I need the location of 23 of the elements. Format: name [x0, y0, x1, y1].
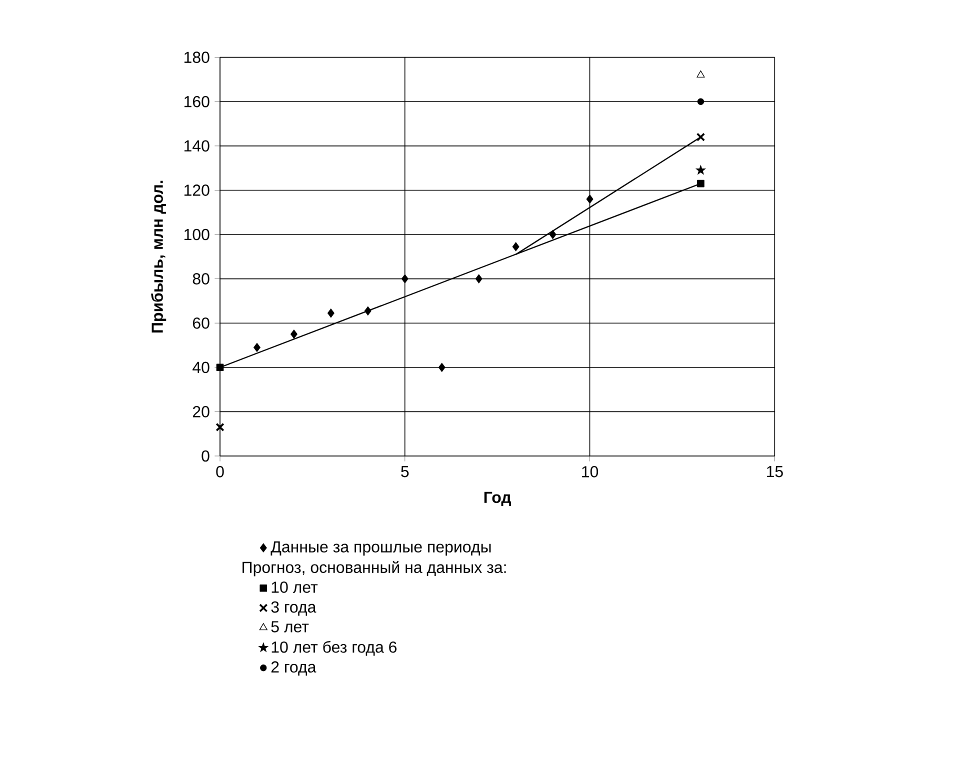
y-tick-label: 20: [192, 406, 210, 418]
y-tick-label: 60: [192, 317, 210, 329]
legend-label: 5 лет: [271, 621, 309, 632]
legend-label: 2 года: [271, 661, 316, 676]
x-tick-label: 15: [766, 466, 783, 478]
y-tick-label: 100: [184, 228, 210, 240]
y-tick-label: 40: [192, 362, 210, 374]
legend-label: 10 лет без года 6: [272, 640, 397, 656]
y-tick-label: 140: [184, 140, 210, 152]
legend-label: 3 года: [271, 601, 316, 616]
y-tick-label: 160: [184, 96, 210, 108]
y-tick-label: 120: [184, 184, 210, 196]
x-axis-title: Год: [484, 492, 512, 506]
y-tick-label: 180: [184, 52, 210, 63]
x-tick-label: 10: [582, 466, 598, 478]
legend-title: Прогноз, основанный на данных за:: [242, 560, 506, 576]
legend-label: Данные за прошлые периоды: [270, 541, 491, 556]
x-tick-label: 5: [401, 466, 409, 478]
y-tick-label: 80: [192, 273, 210, 284]
x-tick-label: 0: [216, 466, 224, 478]
legend-label: 10 лет: [272, 582, 318, 593]
y-axis-title: Прибыль, млн дол.: [151, 180, 166, 332]
y-tick-label: 0: [202, 450, 210, 462]
